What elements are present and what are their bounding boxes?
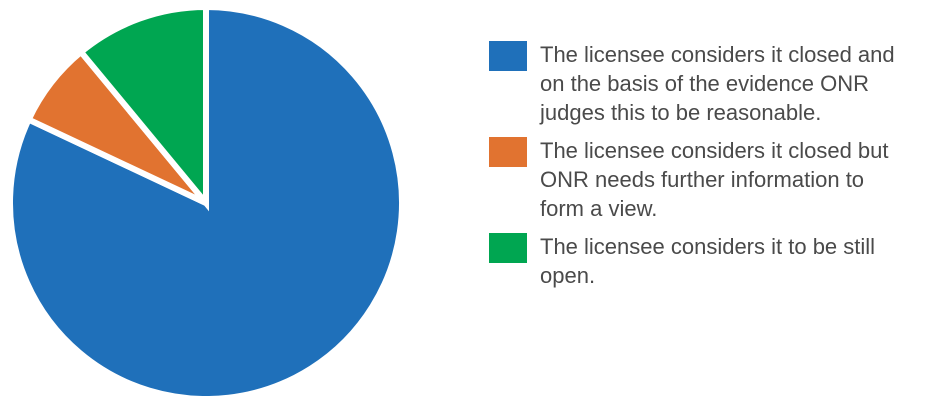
legend-label-closed-needs-info: The licensee considers it closed but ONR… [540, 136, 910, 223]
legend-label-still-open: The licensee considers it to be still op… [540, 232, 910, 290]
legend-swatch-closed-needs-info [489, 137, 527, 167]
pie-chart [0, 0, 420, 396]
legend-item-still-open: The licensee considers it to be still op… [489, 232, 929, 290]
legend: The licensee considers it closed and on … [489, 40, 929, 299]
legend-label-closed-reasonable: The licensee considers it closed and on … [540, 40, 910, 127]
legend-swatch-closed-reasonable [489, 41, 527, 71]
legend-swatch-still-open [489, 233, 527, 263]
legend-item-closed-needs-info: The licensee considers it closed but ONR… [489, 136, 929, 223]
legend-item-closed-reasonable: The licensee considers it closed and on … [489, 40, 929, 127]
